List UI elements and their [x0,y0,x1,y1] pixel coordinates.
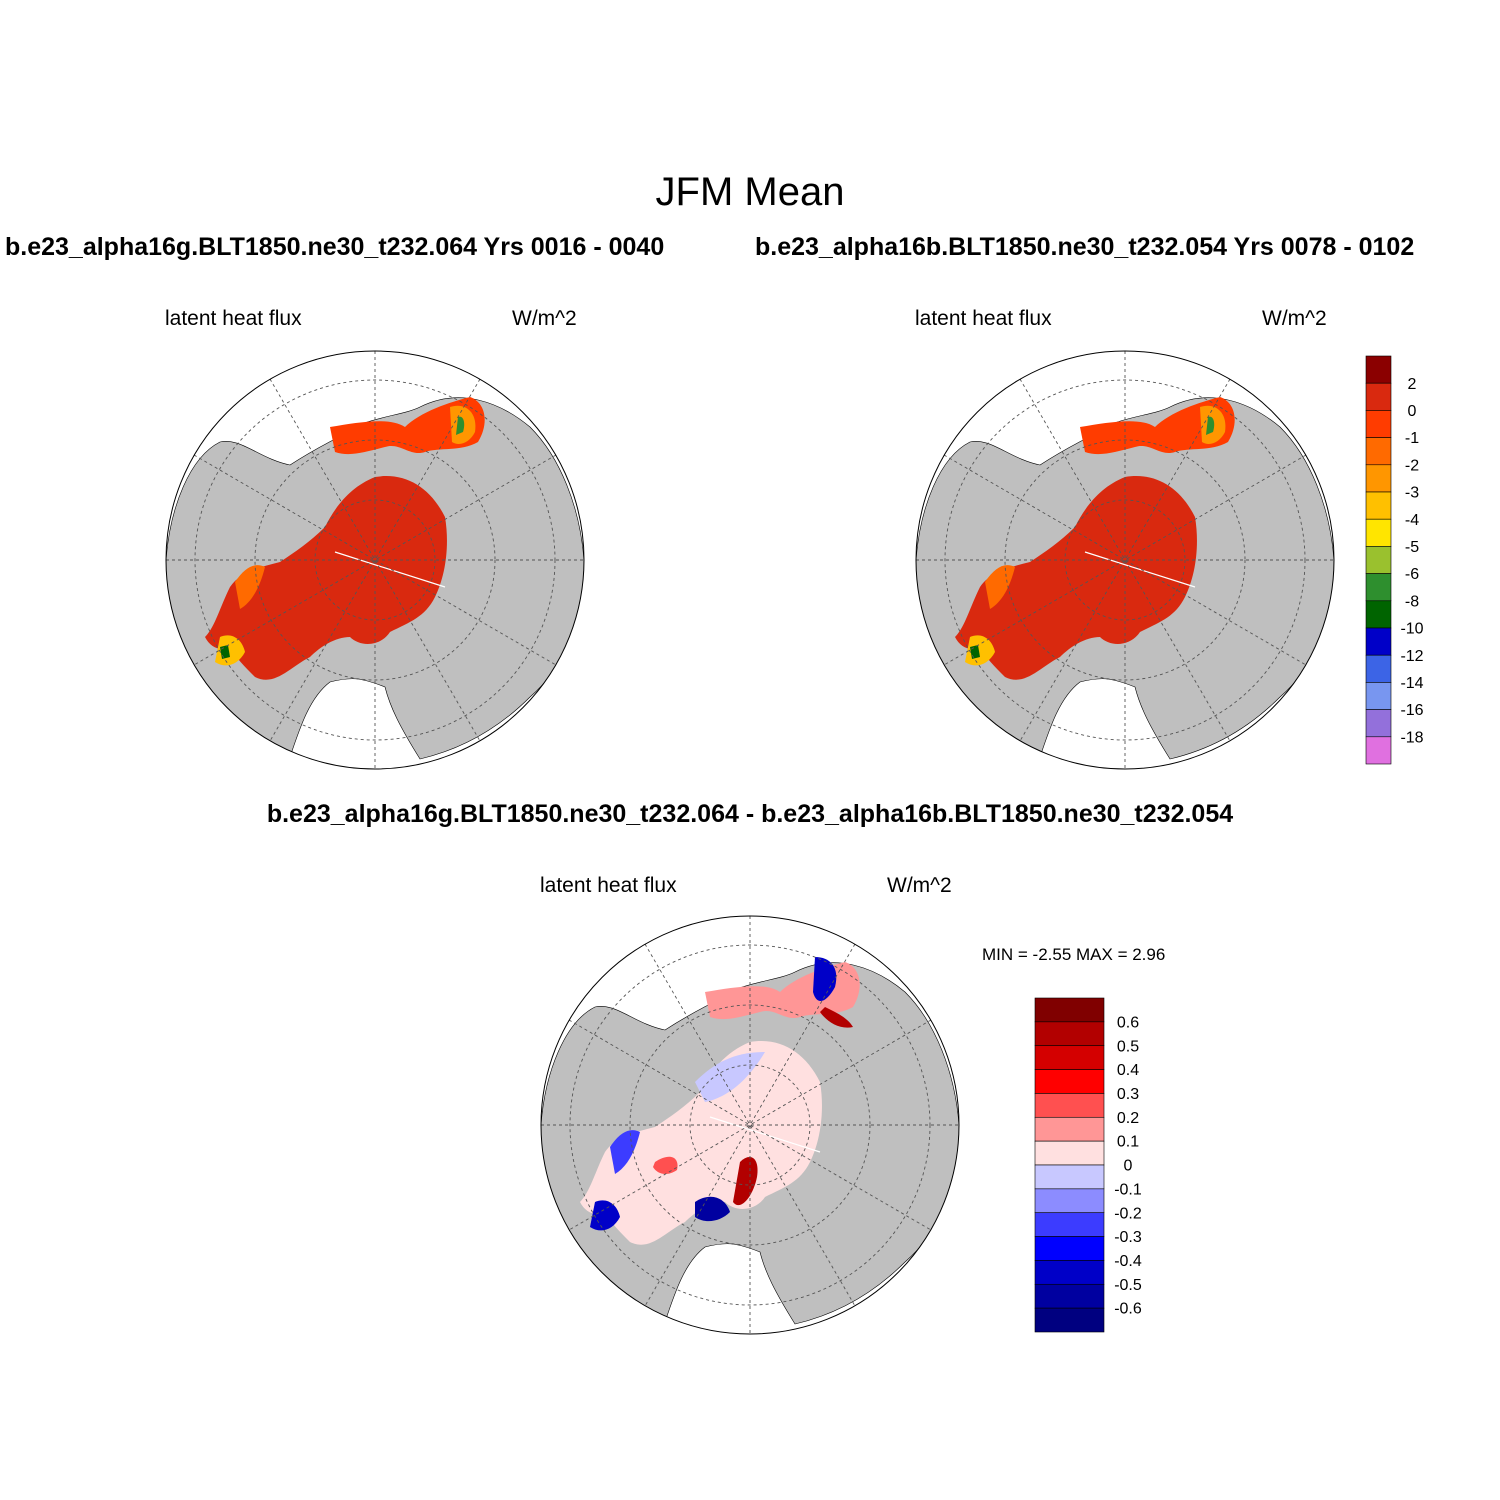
colorbar-diff-label-5: 0.1 [1117,1134,1139,1151]
colorbar-diff-label-1: 0.5 [1117,1038,1139,1055]
colorbar-top-label-10: -12 [1400,648,1423,665]
colorbar-top-box-11 [1365,654,1392,683]
colorbar-top-label-3: -2 [1405,457,1419,474]
map-panel-1 [165,350,585,770]
colorbar-top-box-8 [1365,573,1392,602]
colorbar-top-label-7: -6 [1405,566,1419,583]
colorbar-top-box-10 [1365,627,1392,656]
map-border [165,350,585,770]
panel2-title: b.e23_alpha16b.BLT1850.ne30_t232.054 Yrs… [755,233,1415,261]
map-border [915,350,1335,770]
colorbar-diff-box-11 [1034,1260,1105,1285]
baffin-ice [235,565,265,609]
ice-edge-low [1206,416,1215,435]
colorbar-diff-box-2 [1034,1045,1105,1070]
colorbar-diff-box-1 [1034,1021,1105,1047]
graticule [166,351,584,769]
colorbar-diff-label-9: -0.3 [1114,1229,1142,1246]
diff-baffin [610,1130,640,1174]
sea-ice-field [955,476,1197,680]
panel1-variable-label: latent heat flux [165,307,302,330]
colorbar-diff-box-13 [1034,1307,1105,1333]
colorbar-diff-label-12: -0.6 [1114,1301,1142,1318]
colorbar-diff-label-2: 0.4 [1117,1062,1139,1079]
colorbar-top-label-9: -10 [1400,621,1423,638]
diff-positive-patch [653,1156,678,1174]
colorbar-top-box-14 [1365,736,1392,765]
baffin-ice [985,565,1015,609]
colorbar-diff-label-10: -0.4 [1114,1253,1142,1270]
colorbar-top-label-11: -14 [1400,675,1423,692]
panel3-title: b.e23_alpha16g.BLT1850.ne30_t232.064 - b… [266,800,1234,828]
colorbar-top-box-1 [1365,382,1392,411]
colorbar-diff-label-6: 0 [1124,1158,1133,1175]
colorbar-top-label-0: 2 [1408,376,1417,393]
colorbar-top-box-6 [1365,518,1392,547]
pole-seam [334,551,446,588]
diff-negative-patch [695,1052,765,1102]
colorbar-diff-label-8: -0.2 [1114,1205,1142,1222]
colorbar-top-box-0 [1365,355,1392,384]
colorbar-diff-box-5 [1034,1116,1105,1142]
panel1-units-label: W/m^2 [512,307,577,330]
colorbar-top-box-5 [1365,491,1392,520]
colorbar-diff-box-6 [1034,1140,1105,1166]
colorbar-diff-box-0 [1034,997,1105,1023]
colorbar-top-label-5: -4 [1405,512,1419,529]
pole-seam [1084,551,1196,588]
colorbar-top-label-6: -5 [1405,539,1419,556]
colorbar-top-box-12 [1365,682,1392,710]
diff-greenland-negative [695,1196,730,1222]
panel3-variable-label: latent heat flux [540,874,677,897]
diff-min-max-stats: MIN = -2.55 MAX = 2.96 [982,945,1166,964]
map-border [540,915,960,1335]
graticule [916,351,1334,769]
colorbar-diff-label-3: 0.3 [1117,1086,1139,1103]
colorbar-top-label-4: -3 [1405,485,1419,502]
panel3-units-label: W/m^2 [887,874,952,897]
colorbar-top-label-8: -8 [1405,593,1419,610]
colorbar-top-box-13 [1365,709,1392,738]
colorbar-top-label-13: -18 [1400,729,1423,746]
diff-barents-positive [820,1007,853,1028]
graticule [541,916,959,1334]
panel1-title: b.e23_alpha16g.BLT1850.ne30_t232.064 Yrs… [5,233,665,261]
diff-greenland-positive [733,1157,758,1206]
pole-seam [709,1116,821,1153]
colorbar-top-label-1: 0 [1408,403,1417,420]
map-panel-2 [915,350,1335,770]
sea-ice-field [205,476,447,680]
ice-edge-low [456,416,465,435]
colorbar-diff-box-9 [1034,1212,1105,1237]
colorbar-top: 2 0 -1 -2 -3 -4 -5 -6 -8 -10 -12 -14 -16 -18 [1365,355,1424,765]
colorbar-top-label-12: -16 [1400,702,1423,719]
colorbar-diff-box-4 [1034,1093,1105,1118]
colorbar-diff-label-4: 0.2 [1117,1110,1139,1127]
colorbar-top-label-2: -1 [1405,430,1419,447]
colorbar-diff-label-7: -0.1 [1114,1181,1142,1198]
figure-title: JFM Mean [655,170,845,214]
colorbar-diff-label-0: 0.6 [1117,1014,1139,1031]
panel2-units-label: W/m^2 [1262,307,1327,330]
colorbar-diff-box-7 [1034,1164,1105,1190]
colorbar-diff-box-12 [1034,1283,1105,1309]
panel2-variable-label: latent heat flux [915,307,1052,330]
map-panel-diff [540,915,960,1335]
colorbar-diff-box-3 [1034,1069,1105,1094]
colorbar-top-box-2 [1365,410,1392,438]
colorbar-top-box-3 [1365,437,1392,466]
diff-ice-field [580,1041,822,1245]
colorbar-diff-box-8 [1034,1188,1105,1214]
colorbar-top-box-7 [1365,546,1392,574]
colorbar-diff: 0.6 0.5 0.4 0.3 0.2 0.1 0 -0.1 -0.2 -0.3 -0.4 -0.5 -… [1034,997,1142,1333]
colorbar-top-box-4 [1365,464,1392,493]
colorbar-top-box-9 [1365,600,1392,629]
diff-labrador [590,1200,620,1231]
colorbar-diff-label-11: -0.5 [1114,1277,1142,1294]
colorbar-diff-box-10 [1034,1236,1105,1261]
diff-barents-negative [813,957,837,1002]
